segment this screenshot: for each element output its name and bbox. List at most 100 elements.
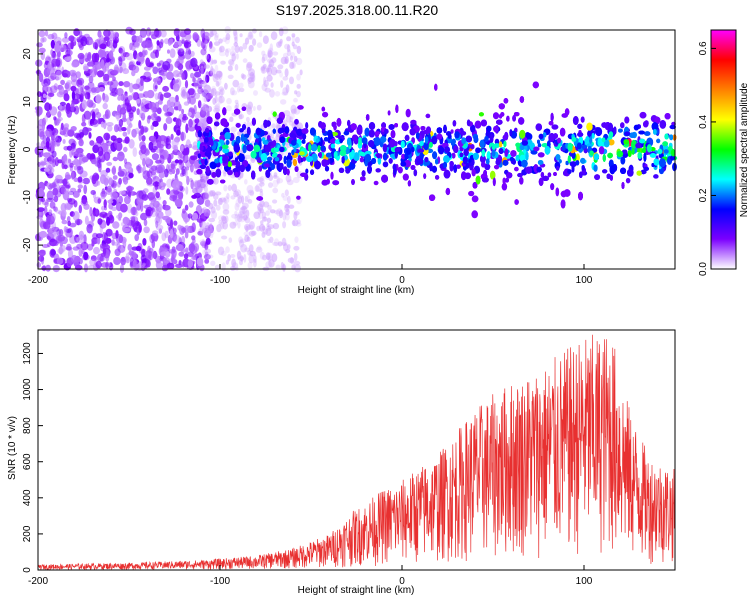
x-tick-label: 0 <box>399 576 405 587</box>
spectrogram-cell <box>219 51 226 57</box>
spectrogram-cell <box>41 122 46 131</box>
spectrogram-cell <box>138 131 142 142</box>
spectrogram-cell <box>269 89 275 98</box>
spectrogram-cell <box>364 150 372 156</box>
spectrogram-cell <box>250 230 257 236</box>
spectrogram-cell <box>294 264 301 273</box>
spectrogram-cell <box>296 45 302 55</box>
spectrogram-cell <box>168 249 176 254</box>
spectrogram-cell <box>148 31 157 36</box>
spectrogram-cell <box>230 265 236 271</box>
spectrogram-cell <box>74 264 83 271</box>
spectrogram-cell <box>262 140 268 145</box>
spectrogram-cell <box>407 180 411 187</box>
spectrogram-cell <box>89 140 95 146</box>
spectrogram-cell <box>263 76 267 85</box>
spectrogram-cell <box>125 52 134 61</box>
spectrogram-cell <box>211 85 217 93</box>
spectrogram-cell <box>567 142 573 152</box>
spectrogram-cell <box>248 244 254 253</box>
spectrogram-cell <box>329 137 336 144</box>
spectrogram-cell <box>670 149 676 157</box>
spectrogram-cell <box>279 146 285 153</box>
spectrogram-cell <box>201 39 206 50</box>
spectrogram-cell <box>38 198 42 205</box>
spectrogram-cell <box>472 182 478 189</box>
colorbar-tick-label: 0.2 <box>698 188 709 202</box>
spectrogram-cell <box>285 213 290 221</box>
spectrogram-cell <box>225 105 232 112</box>
spectrogram-cell <box>237 250 241 260</box>
y-tick-label: 400 <box>22 489 33 506</box>
spectrogram-cell <box>504 148 508 158</box>
spectrogram-cell <box>394 150 398 159</box>
spectrogram-cell <box>118 190 126 195</box>
spectrogram-cell <box>301 128 309 134</box>
spectrogram-cell <box>197 129 202 138</box>
spectrogram-cell <box>591 132 595 139</box>
spectrogram-cell <box>140 212 148 221</box>
spectrogram-cell <box>160 251 167 257</box>
spectrogram-cell <box>638 130 645 135</box>
spectrogram-cell <box>563 189 571 197</box>
spectrogram-cell <box>424 136 429 144</box>
spectrogram-cell <box>240 243 248 253</box>
spectrogram-cell <box>122 228 131 233</box>
spectrogram-cell <box>70 101 75 111</box>
spectrogram-cell <box>238 82 244 89</box>
spectrogram-cell <box>293 55 298 63</box>
spectrogram-cell <box>177 151 183 156</box>
spectrogram-cell <box>538 177 544 186</box>
spectrogram-cell <box>484 163 491 170</box>
spectrogram-cell <box>83 234 87 244</box>
spectrogram-cell <box>517 172 523 178</box>
spectrogram-cell <box>136 108 140 116</box>
spectrogram-cell <box>247 199 253 204</box>
spectrogram-cell <box>62 139 66 144</box>
spectrogram-cell <box>643 152 647 162</box>
spectrogram-cell <box>664 133 669 140</box>
spectrogram-cell <box>465 162 470 169</box>
spectrogram-cell <box>182 208 186 214</box>
spectrogram-cell <box>155 224 164 231</box>
spectrogram-cell <box>204 191 211 198</box>
spectrogram-cell <box>158 135 167 142</box>
spectrogram-cell <box>39 218 45 228</box>
spectrogram-cell <box>285 174 292 183</box>
spectrogram-cell <box>228 151 233 157</box>
spectrogram-cell <box>579 171 583 178</box>
spectrogram-cell <box>96 180 101 186</box>
spectrogram-cell <box>148 102 157 110</box>
spectrogram-cell <box>261 56 265 64</box>
spectrogram-cell <box>76 236 85 244</box>
spectrogram-cell <box>103 151 111 161</box>
spectrogram-cell <box>63 164 68 170</box>
spectrogram-cell <box>286 36 292 42</box>
spectrogram-cell <box>209 46 216 53</box>
spectrogram-cell <box>406 147 412 155</box>
spectrogram-cell <box>78 204 83 214</box>
spectrogram-cell <box>139 108 146 118</box>
spectrogram-cell <box>235 136 241 144</box>
spectrogram-cell <box>106 57 110 63</box>
spectrogram-cell <box>248 221 255 230</box>
spectrogram-cell <box>551 124 559 130</box>
spectrogram-cell <box>219 88 225 96</box>
spectrogram-cell <box>210 59 214 65</box>
spectrogram-cell <box>524 132 531 139</box>
spectrogram-cell <box>283 110 291 117</box>
spectrogram-cell <box>375 168 381 173</box>
spectrogram-cell <box>43 206 48 216</box>
x-tick-label: -200 <box>28 275 48 286</box>
spectrogram-cell <box>330 143 336 149</box>
spectrogram-cell <box>246 194 250 203</box>
spectrogram-cell <box>639 138 646 144</box>
spectrogram-cell <box>264 87 271 93</box>
spectrogram-cell <box>102 92 106 101</box>
spectrogram-cell <box>242 210 247 215</box>
snr-x-label: Height of straight line (km) <box>298 585 415 596</box>
spectrogram-cell <box>237 131 242 137</box>
spectrogram-cell <box>659 158 666 168</box>
spectrogram-cell <box>152 230 159 237</box>
spectrogram-cell <box>53 83 59 91</box>
